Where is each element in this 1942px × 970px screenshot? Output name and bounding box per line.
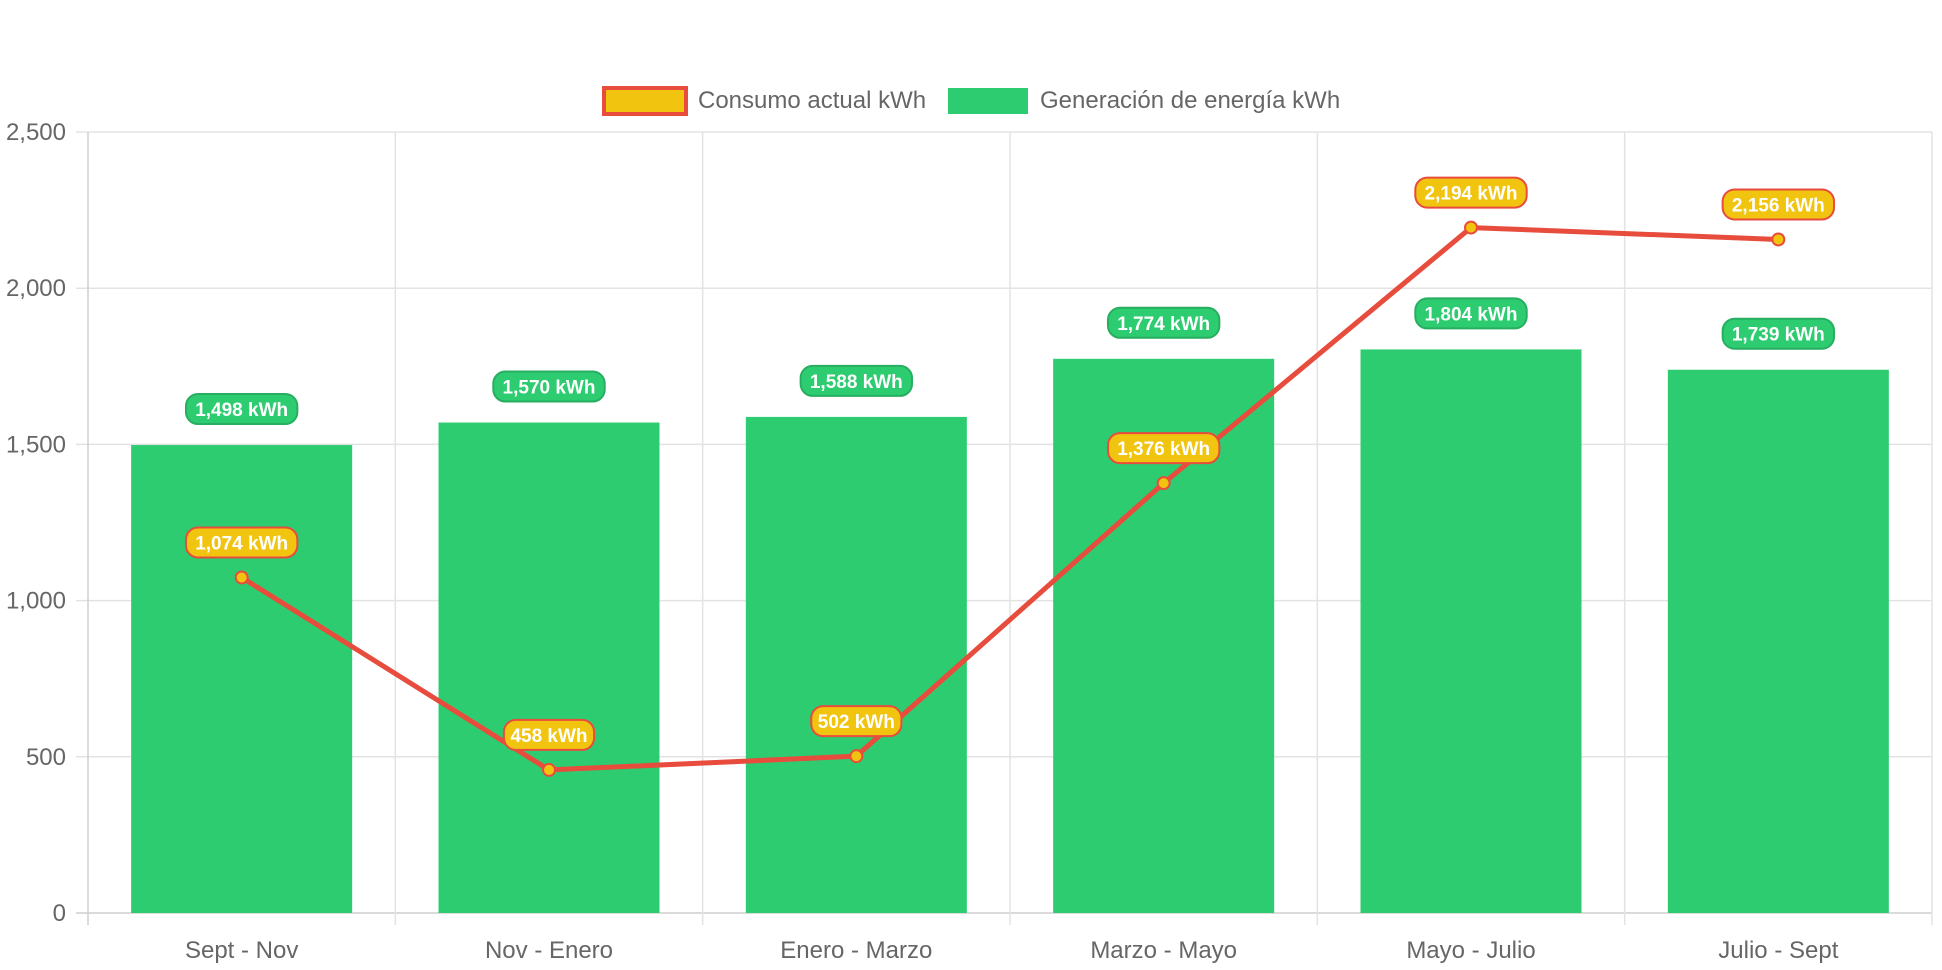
- bar[interactable]: [745, 416, 967, 913]
- grid-layer: [76, 131, 1933, 925]
- y-tick-label: 500: [26, 744, 66, 771]
- line-data-label: 2,156 kWh: [1721, 188, 1836, 221]
- bar[interactable]: [1360, 349, 1582, 913]
- line-point[interactable]: [1464, 220, 1478, 235]
- legend-label-consumption: Consumo actual kWh: [698, 87, 926, 114]
- bar-data-label: 1,588 kWh: [799, 364, 914, 397]
- line-point[interactable]: [1156, 476, 1171, 491]
- x-tick-label: Enero - Marzo: [780, 937, 932, 964]
- bar-data-label: 1,774 kWh: [1106, 306, 1221, 339]
- line-data-label-text: 1,376 kWh: [1117, 439, 1210, 460]
- line-data-label-text: 458 kWh: [510, 726, 587, 747]
- bar-data-label-text: 1,588 kWh: [810, 372, 903, 393]
- line-data-label: 458 kWh: [502, 718, 596, 751]
- axis-layer: 0 500 1,000 1,500 2,000 2,500 Sept - Nov Nov - …: [6, 119, 1839, 964]
- bar-data-label-text: 1,804 kWh: [1425, 304, 1518, 325]
- bar[interactable]: [438, 422, 660, 913]
- y-tick-label: 1,000: [6, 588, 66, 615]
- bar-data-label: 1,739 kWh: [1721, 317, 1836, 350]
- bar-data-label-bg: [1414, 297, 1528, 330]
- x-tick-label: Julio - Sept: [1718, 937, 1838, 964]
- line-point[interactable]: [1771, 232, 1786, 247]
- bar-layer: [131, 349, 1889, 914]
- y-tick-label: 1,500: [6, 431, 66, 458]
- bar-data-label-bg: [1721, 317, 1836, 350]
- consumption-line: [240, 225, 1779, 773]
- bar-data-label: 1,570 kWh: [492, 370, 606, 403]
- line-data-label-bg: [1414, 176, 1528, 209]
- legend-swatch-generation: [948, 88, 1028, 114]
- bar[interactable]: [1667, 369, 1889, 913]
- legend-swatch-consumption: [602, 86, 688, 116]
- y-tick-label: 2,500: [6, 119, 66, 146]
- x-tick-label: Sept - Nov: [185, 937, 298, 964]
- x-tick-label: Nov - Enero: [485, 937, 613, 964]
- line-data-label: 1,074 kWh: [184, 526, 299, 559]
- bar-data-label-bg: [1106, 306, 1221, 339]
- line-data-label: 1,376 kWh: [1106, 432, 1221, 465]
- line-point[interactable]: [234, 570, 249, 585]
- bar-data-label-text: 1,498 kWh: [195, 400, 288, 421]
- legend[interactable]: Consumo actual kWh Generación de energía …: [602, 86, 1340, 116]
- bar-data-label-bg: [799, 364, 914, 397]
- legend-item-consumption[interactable]: Consumo actual kWh: [602, 86, 926, 116]
- legend-label-generation: Generación de energía kWh: [1040, 87, 1340, 114]
- y-tick-label: 0: [53, 900, 66, 927]
- bar-data-label-text: 1,739 kWh: [1732, 325, 1825, 346]
- line-point[interactable]: [542, 762, 556, 777]
- line-data-label: 2,194 kWh: [1414, 176, 1528, 209]
- line-data-label-bg: [1721, 188, 1836, 221]
- y-tick-label: 2,000: [6, 275, 66, 302]
- x-tick-label: Marzo - Mayo: [1090, 937, 1237, 964]
- x-tick-label: Mayo - Julio: [1406, 937, 1535, 964]
- label-layer: 1,498 kWh 1,570 kWh 1,588 kWh 1,774 kWh 1,80…: [184, 176, 1836, 751]
- line-data-label-text: 502 kWh: [818, 712, 895, 733]
- line-data-label-text: 2,156 kWh: [1732, 195, 1825, 216]
- line-data-label-bg: [810, 705, 903, 738]
- line-data-label-bg: [184, 526, 299, 559]
- bar-data-label-bg: [184, 393, 299, 426]
- line-data-label-bg: [502, 718, 596, 751]
- line-layer: [234, 220, 1786, 777]
- bar[interactable]: [131, 445, 353, 913]
- line-point[interactable]: [849, 749, 864, 764]
- bar-data-label: 1,804 kWh: [1414, 297, 1528, 330]
- legend-item-generation[interactable]: Generación de energía kWh: [948, 87, 1340, 114]
- bar-data-label-text: 1,774 kWh: [1117, 314, 1210, 335]
- line-data-label: 502 kWh: [810, 705, 903, 738]
- bar-data-label: 1,498 kWh: [184, 393, 299, 426]
- line-data-label-text: 1,074 kWh: [195, 533, 288, 554]
- bar-data-label-bg: [492, 370, 606, 403]
- line-data-label-text: 2,194 kWh: [1425, 184, 1518, 205]
- line-data-label-bg: [1106, 432, 1221, 465]
- bar-data-label-text: 1,570 kWh: [503, 378, 596, 399]
